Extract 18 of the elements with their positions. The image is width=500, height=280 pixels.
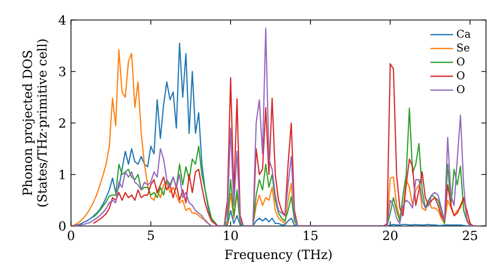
y-axis-title: Phonon projected DOS (States/THz·primitive cell) (22, 40, 50, 206)
y-tick-label: 4 (58, 15, 66, 25)
legend-label: Se (457, 44, 470, 52)
x-tick-label: 15 (304, 230, 318, 240)
x-tick-label: 25 (462, 230, 478, 240)
y-tick-label: 3 (59, 66, 66, 76)
legend-label: O (456, 71, 464, 80)
x-tick-label: 0 (68, 230, 74, 240)
x-tick-label: 20 (383, 230, 398, 240)
x-axis-title: Frequency (THz) (225, 249, 332, 262)
y-tick-label: 1 (60, 170, 65, 180)
legend-label: O (456, 57, 464, 66)
y-tick-label: 0 (59, 221, 66, 231)
legend-label: O (456, 85, 464, 94)
x-tick-label: 10 (224, 230, 238, 240)
x-tick-label: 5 (148, 230, 154, 240)
legend-label: Ca (456, 30, 470, 38)
y-tick-label: 2 (59, 118, 66, 128)
